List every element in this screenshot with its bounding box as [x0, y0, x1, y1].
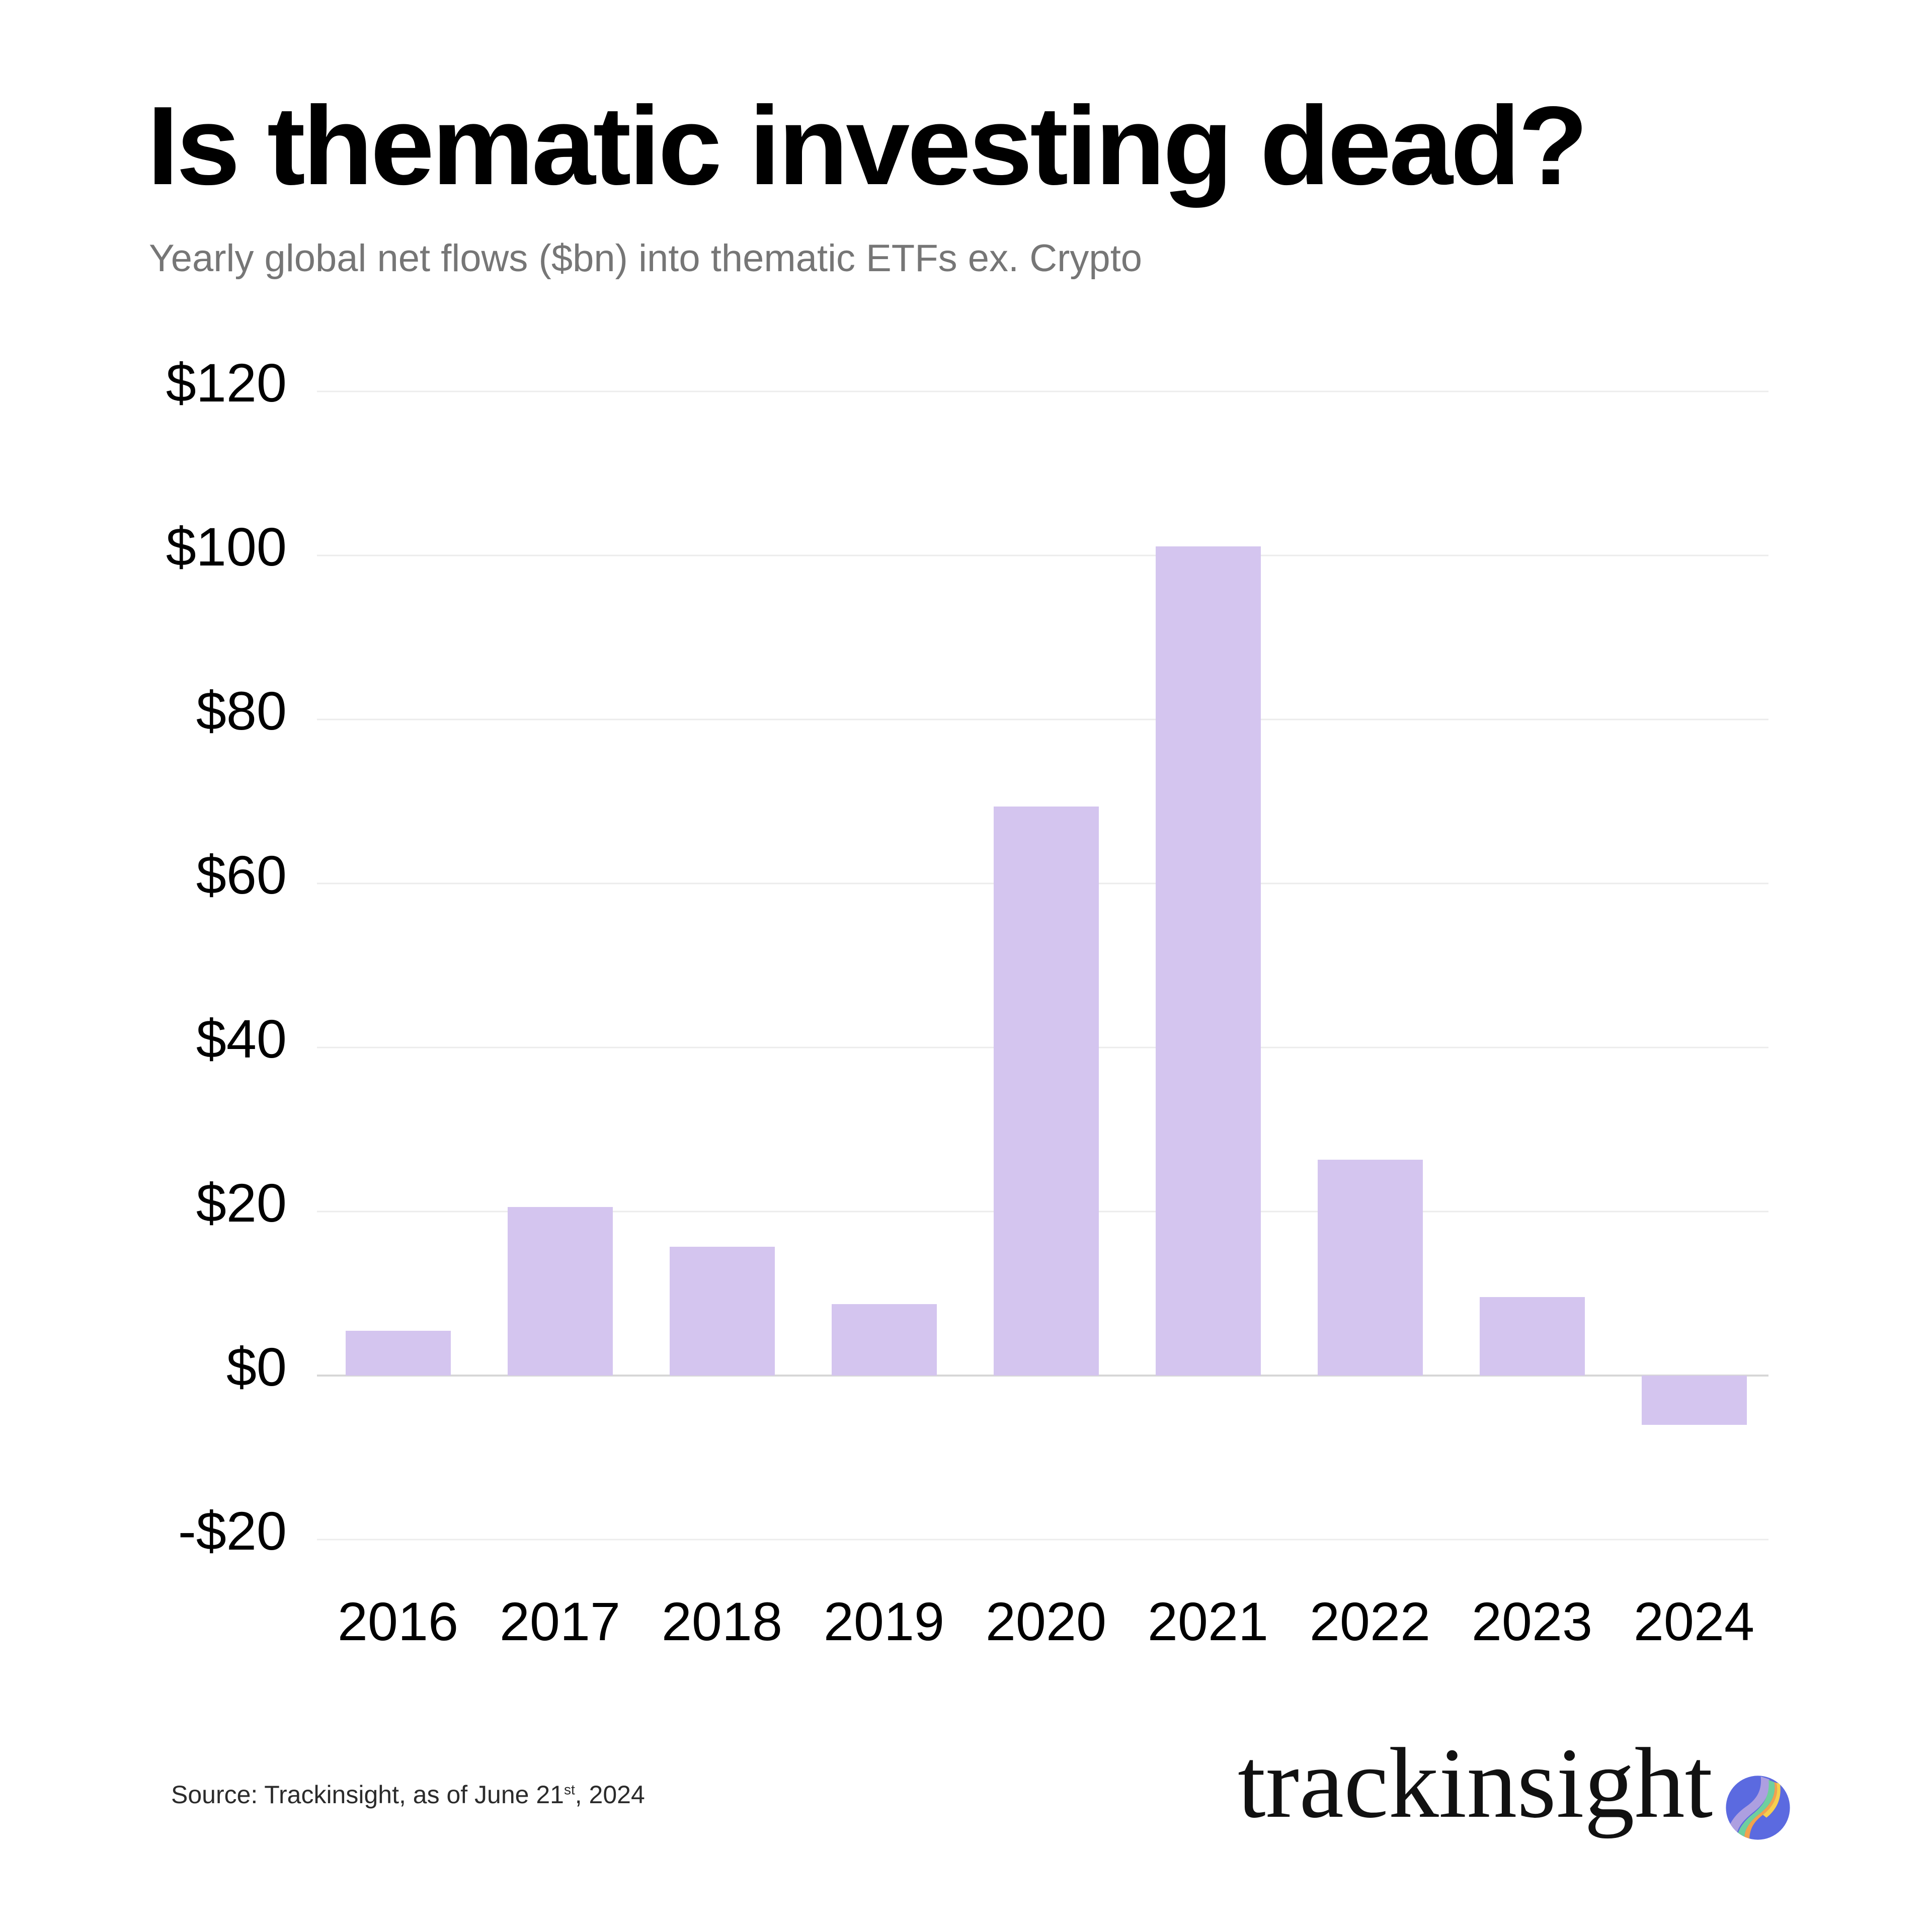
svg-text:$40: $40 — [196, 1008, 287, 1069]
svg-text:$20: $20 — [196, 1172, 287, 1233]
svg-text:2017: 2017 — [500, 1591, 620, 1652]
svg-text:$60: $60 — [196, 844, 287, 905]
svg-text:2016: 2016 — [338, 1591, 458, 1652]
svg-text:$80: $80 — [196, 680, 287, 741]
svg-text:$120: $120 — [166, 352, 287, 413]
svg-text:2019: 2019 — [824, 1591, 944, 1652]
svg-text:2024: 2024 — [1634, 1591, 1754, 1652]
svg-text:2021: 2021 — [1148, 1591, 1268, 1652]
svg-text:2023: 2023 — [1472, 1591, 1592, 1652]
svg-text:$0: $0 — [226, 1336, 287, 1397]
svg-text:2022: 2022 — [1310, 1591, 1430, 1652]
svg-text:2018: 2018 — [662, 1591, 782, 1652]
svg-text:2020: 2020 — [986, 1591, 1106, 1652]
svg-text:-$20: -$20 — [178, 1500, 287, 1561]
svg-text:$100: $100 — [166, 516, 287, 577]
